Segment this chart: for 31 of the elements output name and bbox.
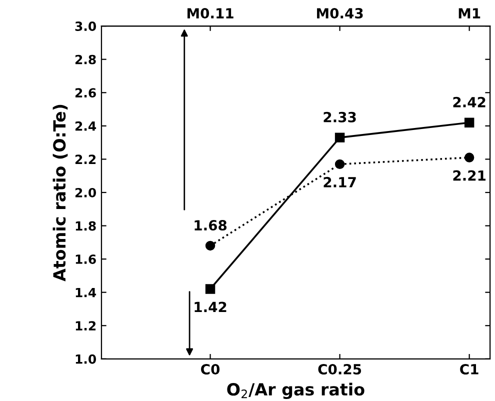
- annotation: M0.11: [188, 8, 234, 19]
- x-tick-label: C0: [201, 364, 220, 375]
- point: [205, 240, 216, 251]
- point: [334, 159, 345, 170]
- data-label: 2.33: [324, 112, 356, 122]
- y-tick-label: 2.4: [75, 121, 96, 131]
- y-tick-label: 1.0: [76, 354, 96, 364]
- y-tick-label: 1.8: [76, 221, 96, 231]
- x-tick-label: C0.25: [318, 364, 362, 375]
- data-label: 1.68: [194, 220, 227, 231]
- annotation: M0.43: [317, 8, 363, 19]
- x-tick-label: C1: [460, 364, 478, 375]
- data-label: 1.42: [194, 302, 226, 312]
- y-tick-label: 2.6: [75, 88, 96, 98]
- x-axis-title: O$_{2}$/Ar gas ratio: [227, 382, 364, 400]
- point: [464, 118, 474, 128]
- y-tick-label: 3.0: [75, 22, 96, 31]
- y-tick-label: 2.2: [75, 154, 96, 164]
- annotation: M1: [458, 8, 480, 18]
- point: [205, 284, 216, 294]
- data-label: 2.42: [453, 96, 486, 108]
- y-axis-title: Atomic ratio (O:Te): [52, 104, 68, 282]
- y-tick-label: 1.6: [76, 254, 96, 264]
- point: [464, 152, 474, 162]
- point: [334, 132, 345, 142]
- data-label: 2.17: [324, 176, 356, 188]
- y-tick-label: 1.2: [76, 321, 96, 330]
- y-tick-label: 1.4: [76, 288, 96, 298]
- data-label: 2.21: [453, 170, 486, 181]
- y-tick-label: 2.0: [75, 188, 96, 198]
- y-tick-label: 2.8: [75, 54, 96, 64]
